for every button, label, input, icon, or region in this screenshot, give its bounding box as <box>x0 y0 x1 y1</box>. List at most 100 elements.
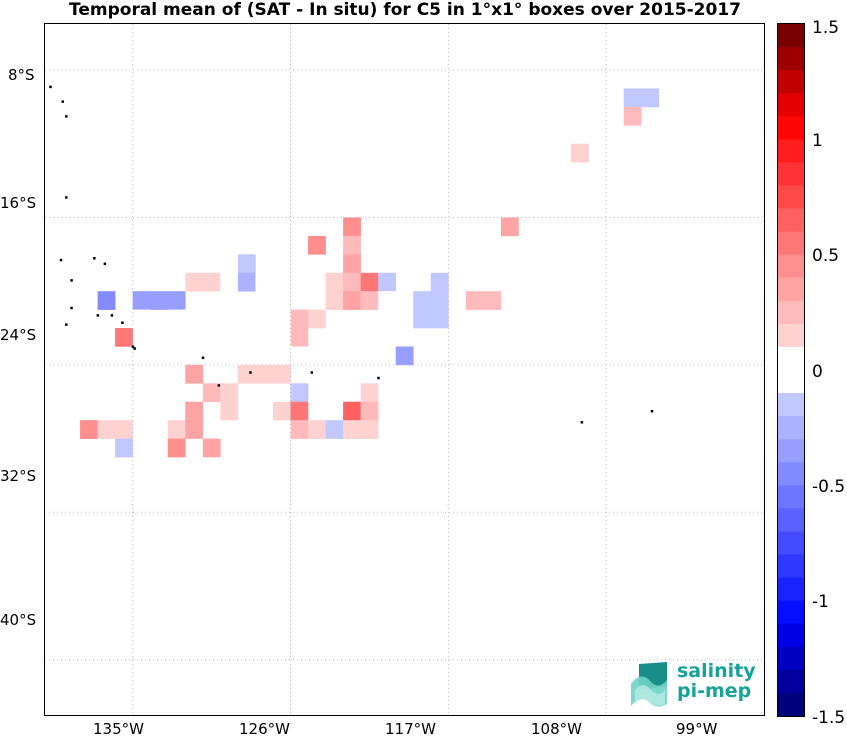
data-cell-73 <box>360 420 379 439</box>
colorbar-segment-21 <box>778 508 804 532</box>
data-cell-8 <box>237 254 256 274</box>
data-cell-28 <box>360 291 379 310</box>
colorbar-segment-25 <box>778 600 804 625</box>
data-cell-42 <box>115 328 133 347</box>
data-cell-11 <box>185 272 204 292</box>
colorbar-segment-19 <box>778 462 804 486</box>
data-cell-21 <box>430 272 449 292</box>
chart-title: Temporal mean of (SAT - In situ) for C5 … <box>69 0 741 20</box>
island-19 <box>377 376 380 380</box>
colorbar-segment-26 <box>778 623 804 648</box>
cb-label-1.5: 1.5 <box>812 18 840 38</box>
colorbar <box>777 23 805 717</box>
data-cell-61 <box>290 401 309 421</box>
lon-label-99w: 99°W <box>676 720 718 738</box>
lon-label-126w: 126°W <box>239 720 290 738</box>
data-cell-57 <box>360 383 379 403</box>
data-cell-31 <box>430 291 449 310</box>
data-cell-46 <box>430 346 449 366</box>
data-cell-29 <box>378 291 397 310</box>
data-cell-7 <box>343 235 361 255</box>
data-cell-45 <box>395 346 414 366</box>
island-12 <box>70 306 73 310</box>
colorbar-segment-4 <box>778 116 804 140</box>
cb-label-0: 0 <box>812 362 823 382</box>
data-cell-50 <box>272 364 291 384</box>
data-cell-71 <box>325 420 344 439</box>
island-13 <box>65 323 68 326</box>
data-cell-55 <box>220 383 239 403</box>
data-cell-24 <box>150 291 169 310</box>
island-15 <box>201 356 205 360</box>
islands-layer <box>49 85 654 424</box>
data-cell-5 <box>500 217 519 237</box>
cb-label-0.5: 0.5 <box>812 246 840 266</box>
logo-text-salinity: salinity <box>677 660 756 682</box>
data-cell-0 <box>623 88 642 108</box>
data-cell-74 <box>115 438 133 458</box>
lat-label-40s: 40°S <box>0 611 37 629</box>
data-cell-58 <box>185 401 204 421</box>
data-cell-33 <box>483 291 502 310</box>
data-cell-63 <box>360 401 379 421</box>
data-cell-76 <box>202 438 221 458</box>
data-cell-3 <box>571 143 589 163</box>
data-cell-19 <box>378 272 397 292</box>
data-cell-12 <box>202 272 221 292</box>
data-cell-59 <box>220 401 239 421</box>
data-cell-37 <box>220 309 239 329</box>
map-plot-area <box>44 23 765 716</box>
data-cell-64 <box>80 420 98 439</box>
colorbar-segment-28 <box>778 669 804 694</box>
cb-label-neg0.5: -0.5 <box>812 477 846 497</box>
island-16 <box>217 384 221 387</box>
data-cell-62 <box>343 401 361 421</box>
cells-layer <box>80 88 660 458</box>
colorbar-segment-14 <box>778 346 804 371</box>
colorbar-segment-3 <box>778 93 804 117</box>
colorbar-segment-17 <box>778 416 804 440</box>
cb-label-1: 1 <box>812 131 823 151</box>
colorbar-segment-0 <box>778 24 804 48</box>
data-cell-53 <box>448 364 467 384</box>
data-cell-23 <box>132 291 151 310</box>
data-cell-38 <box>290 309 309 329</box>
data-cell-35 <box>167 309 186 329</box>
island-11 <box>131 345 135 348</box>
data-cell-27 <box>343 291 361 310</box>
colorbar-segment-13 <box>778 323 804 348</box>
data-cell-9 <box>343 254 361 274</box>
lat-label-24s: 24°S <box>0 326 37 344</box>
colorbar-segment-6 <box>778 162 804 186</box>
data-cell-25 <box>167 291 186 310</box>
data-cell-40 <box>413 309 432 329</box>
island-21 <box>650 409 654 413</box>
data-cell-22 <box>97 291 116 310</box>
data-cell-49 <box>255 364 274 384</box>
data-cell-14 <box>237 272 256 292</box>
data-cell-65 <box>97 420 116 439</box>
data-cell-36 <box>185 309 204 329</box>
lon-label-117w: 117°W <box>385 720 436 738</box>
colorbar-segment-18 <box>778 439 804 463</box>
data-cell-4 <box>343 217 361 237</box>
data-cell-10 <box>378 254 397 274</box>
island-20 <box>580 421 584 424</box>
data-cell-66 <box>115 420 133 439</box>
island-9 <box>121 321 124 325</box>
data-cell-60 <box>272 401 291 421</box>
data-cell-54 <box>202 383 221 403</box>
salinity-pimep-logo: salinity pi-mep <box>627 660 757 710</box>
island-7 <box>103 262 107 266</box>
data-cell-48 <box>237 364 256 384</box>
data-cell-52 <box>430 364 449 384</box>
data-cell-20 <box>413 272 432 292</box>
lat-label-32s: 32°S <box>0 467 37 485</box>
colorbar-segment-29 <box>778 692 804 716</box>
island-4 <box>59 258 63 262</box>
lat-label-8s: 8°S <box>8 66 35 84</box>
data-cell-51 <box>360 364 379 384</box>
island-2 <box>65 115 68 118</box>
data-cell-6 <box>308 235 326 255</box>
colorbar-segment-22 <box>778 531 804 556</box>
